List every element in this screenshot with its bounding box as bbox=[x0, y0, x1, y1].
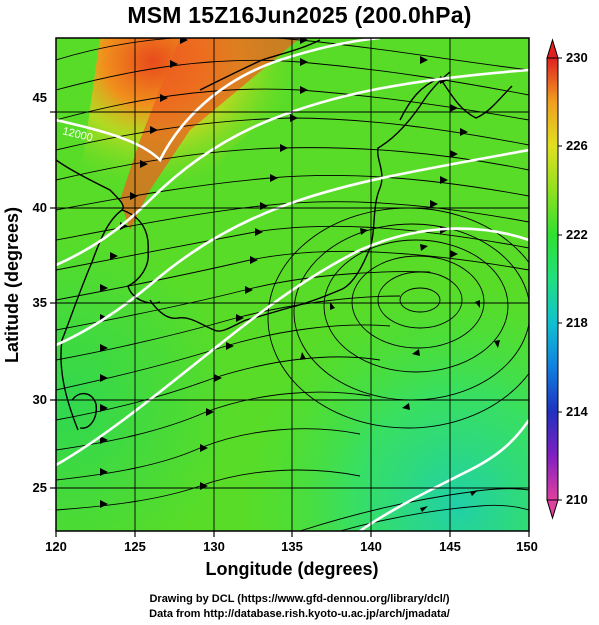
y-tick-label: 40 bbox=[33, 200, 47, 215]
y-tick-label: 35 bbox=[33, 295, 47, 310]
colorbar-gradient bbox=[546, 57, 559, 501]
footer-credit-drawing: Drawing by DCL (https://www.gfd-dennou.o… bbox=[149, 593, 450, 605]
axis-ticks bbox=[50, 111, 530, 537]
colorbar-tick-label: 226 bbox=[566, 138, 588, 153]
colorbar-tick-label: 222 bbox=[566, 227, 588, 242]
colorbar-tick-label: 218 bbox=[566, 315, 588, 330]
korea-coast bbox=[121, 209, 161, 304]
footer-credit-data: Data from http://database.rish.kyoto-u.a… bbox=[149, 608, 450, 620]
colorbar-tick-label: 214 bbox=[566, 404, 588, 419]
temperature-field-warm bbox=[80, 38, 340, 270]
x-tick-label: 145 bbox=[439, 539, 461, 554]
colorbar-min-arrow bbox=[546, 499, 559, 520]
china-coast bbox=[56, 159, 124, 431]
japan-coast bbox=[149, 71, 451, 332]
taiwan-coast bbox=[71, 393, 97, 429]
x-tick-label: 120 bbox=[45, 539, 67, 554]
x-tick-label: 135 bbox=[281, 539, 303, 554]
colorbar-tick-label: 230 bbox=[566, 50, 588, 65]
colorbar-tick-label: 210 bbox=[566, 492, 588, 507]
x-tick-label: 140 bbox=[360, 539, 382, 554]
y-tick-label: 25 bbox=[33, 480, 47, 495]
x-tick-label: 125 bbox=[124, 539, 146, 554]
height-contours bbox=[56, 38, 529, 531]
coastlines bbox=[56, 39, 513, 431]
x-axis-title: Longitude (degrees) bbox=[205, 559, 378, 579]
y-tick-label: 45 bbox=[33, 90, 47, 105]
lat-lon-grid bbox=[56, 38, 529, 531]
hokkaido-coast bbox=[399, 77, 513, 121]
y-axis-title: Latitude (degrees) bbox=[2, 207, 22, 363]
colorbar: 230 226 222 218 214 210 bbox=[546, 38, 588, 520]
temperature-field-hot bbox=[120, 38, 300, 230]
x-tick-labels: 120 125 130 135 140 145 150 bbox=[45, 539, 538, 554]
x-tick-label: 150 bbox=[516, 539, 538, 554]
colorbar-max-arrow bbox=[546, 38, 559, 59]
page-title: MSM 15Z16Jun2025 (200.0hPa) bbox=[127, 2, 472, 28]
y-tick-label: 30 bbox=[33, 392, 47, 407]
map-plot-area: 12000 bbox=[56, 38, 529, 531]
x-tick-label: 130 bbox=[203, 539, 225, 554]
y-tick-labels: 25 30 35 40 45 bbox=[33, 90, 47, 495]
